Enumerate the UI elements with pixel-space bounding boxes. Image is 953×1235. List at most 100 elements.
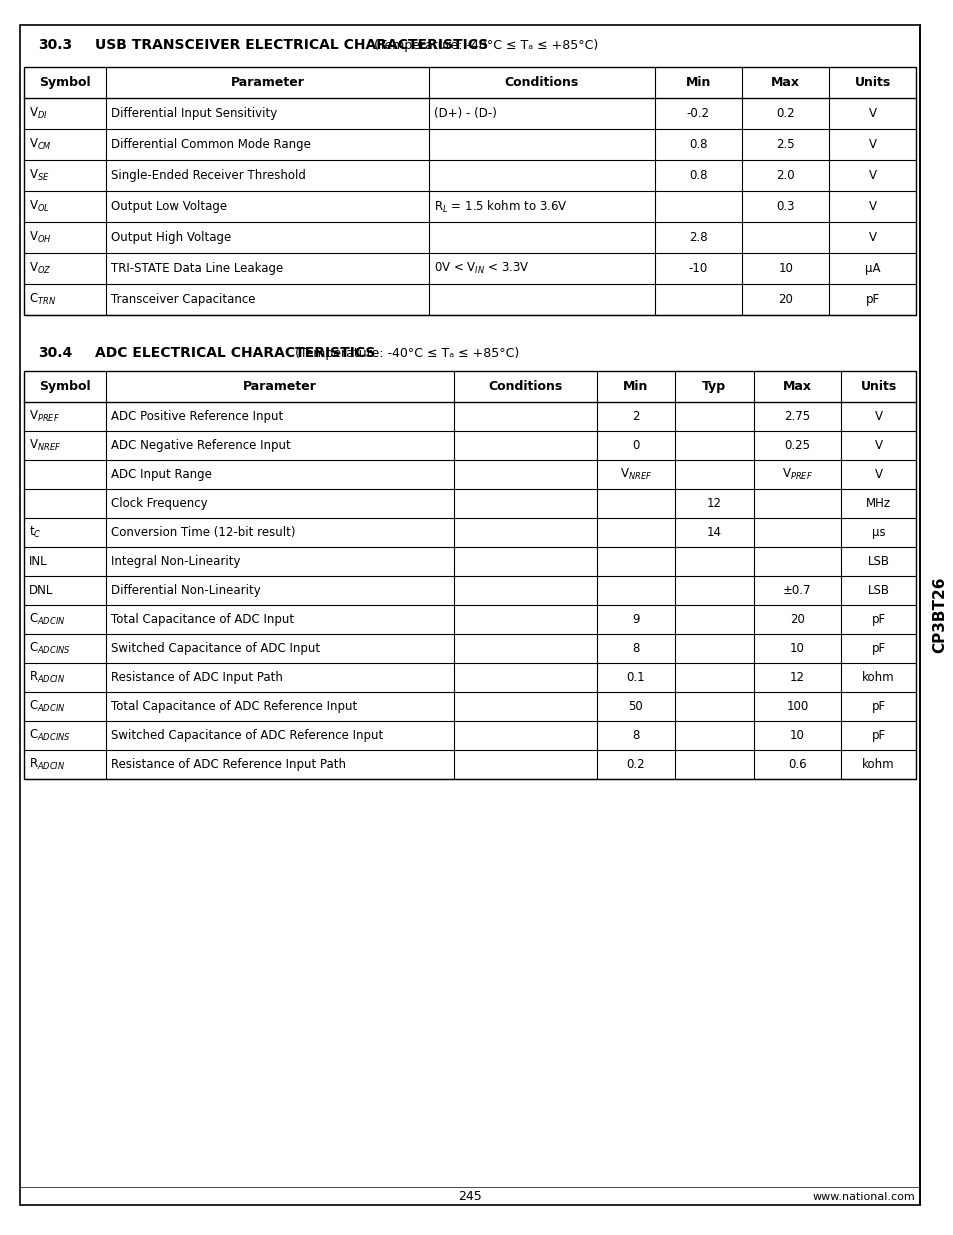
Text: Output Low Voltage: Output Low Voltage [111,200,227,212]
Text: 2.75: 2.75 [783,410,810,424]
Text: (D+) - (D-): (D+) - (D-) [434,107,497,120]
Text: 0.8: 0.8 [688,138,707,151]
Text: Units: Units [854,77,890,89]
Text: Conversion Time (12-bit result): Conversion Time (12-bit result) [111,526,295,538]
Text: V: V [868,200,876,212]
Text: 8: 8 [632,729,639,742]
Text: 30.4: 30.4 [38,346,72,359]
Text: kohm: kohm [862,671,894,684]
Text: V$_{PREF}$: V$_{PREF}$ [781,467,812,482]
Text: 0.1: 0.1 [626,671,644,684]
Text: Differential Common Mode Range: Differential Common Mode Range [111,138,311,151]
Text: Switched Capacitance of ADC Input: Switched Capacitance of ADC Input [111,642,320,655]
Text: V: V [868,169,876,182]
Text: www.national.com: www.national.com [811,1192,914,1202]
Text: ADC Positive Reference Input: ADC Positive Reference Input [111,410,283,424]
Text: ADC ELECTRICAL CHARACTERISTICS: ADC ELECTRICAL CHARACTERISTICS [95,346,375,359]
Text: V: V [868,107,876,120]
Text: Resistance of ADC Reference Input Path: Resistance of ADC Reference Input Path [111,758,346,771]
Text: 0.25: 0.25 [783,438,809,452]
Text: R$_L$ = 1.5 kohm to 3.6V: R$_L$ = 1.5 kohm to 3.6V [434,199,567,215]
Text: 0V < V$_{IN}$ < 3.3V: 0V < V$_{IN}$ < 3.3V [434,261,529,277]
Text: LSB: LSB [866,555,888,568]
Text: 100: 100 [785,700,807,713]
Text: INL: INL [29,555,48,568]
Text: 2.5: 2.5 [776,138,794,151]
Text: pF: pF [870,700,884,713]
Text: V: V [868,138,876,151]
Text: 10: 10 [789,642,804,655]
Text: pF: pF [870,613,884,626]
Text: pF: pF [870,642,884,655]
Text: MHz: MHz [865,496,890,510]
Text: Differential Non-Linearity: Differential Non-Linearity [111,584,260,597]
Text: 10: 10 [789,729,804,742]
Text: t$_C$: t$_C$ [29,525,41,540]
Text: V$_{CM}$: V$_{CM}$ [29,137,51,152]
Text: C$_{ADCINS}$: C$_{ADCINS}$ [29,641,71,656]
Text: C$_{ADCINS}$: C$_{ADCINS}$ [29,727,71,743]
Text: V$_{PREF}$: V$_{PREF}$ [29,409,60,424]
Text: Integral Non-Linearity: Integral Non-Linearity [111,555,240,568]
Text: R$_{ADCIN}$: R$_{ADCIN}$ [29,757,66,772]
Text: Symbol: Symbol [39,77,91,89]
Text: Conditions: Conditions [504,77,578,89]
Text: Min: Min [622,380,648,393]
Text: DNL: DNL [29,584,53,597]
Text: ±0.7: ±0.7 [782,584,811,597]
Text: -10: -10 [688,262,707,275]
Text: C$_{ADCIN}$: C$_{ADCIN}$ [29,613,66,627]
Text: 0.6: 0.6 [787,758,806,771]
Text: V$_{OH}$: V$_{OH}$ [29,230,51,245]
Text: LSB: LSB [866,584,888,597]
Text: ADC Negative Reference Input: ADC Negative Reference Input [111,438,291,452]
Text: Single-Ended Receiver Threshold: Single-Ended Receiver Threshold [111,169,306,182]
Text: Output High Voltage: Output High Voltage [111,231,231,245]
Text: 50: 50 [628,700,642,713]
Text: -0.2: -0.2 [686,107,709,120]
Text: Transceiver Capacitance: Transceiver Capacitance [111,293,255,306]
Text: 12: 12 [706,496,721,510]
Text: V$_{DI}$: V$_{DI}$ [29,106,48,121]
Text: Parameter: Parameter [231,77,304,89]
Text: kohm: kohm [862,758,894,771]
Text: Total Capacitance of ADC Input: Total Capacitance of ADC Input [111,613,294,626]
Text: V$_{OL}$: V$_{OL}$ [29,199,50,214]
Text: ADC Input Range: ADC Input Range [111,468,212,480]
Text: C$_{TRN}$: C$_{TRN}$ [29,291,56,308]
Text: Total Capacitance of ADC Reference Input: Total Capacitance of ADC Reference Input [111,700,357,713]
Text: (Temperature: -40°C ≤ Tₐ ≤ +85°C): (Temperature: -40°C ≤ Tₐ ≤ +85°C) [292,347,519,359]
Text: μA: μA [864,262,880,275]
Text: Resistance of ADC Input Path: Resistance of ADC Input Path [111,671,283,684]
Bar [24,370,915,779]
Text: Typ: Typ [701,380,725,393]
Text: V: V [868,231,876,245]
Text: Symbol: Symbol [39,380,91,393]
Text: V$_{NREF}$: V$_{NREF}$ [619,467,651,482]
Text: 0: 0 [632,438,639,452]
Text: V$_{SE}$: V$_{SE}$ [29,168,50,183]
Text: C$_{ADCIN}$: C$_{ADCIN}$ [29,699,66,714]
Text: Units: Units [860,380,896,393]
Text: 0.2: 0.2 [776,107,794,120]
Text: 2: 2 [632,410,639,424]
Text: USB TRANSCEIVER ELECTRICAL CHARACTERISTICS: USB TRANSCEIVER ELECTRICAL CHARACTERISTI… [95,38,488,52]
Text: R$_{ADCIN}$: R$_{ADCIN}$ [29,669,66,685]
Bar [24,67,915,315]
Text: 245: 245 [457,1191,481,1203]
Text: Parameter: Parameter [243,380,316,393]
Text: 14: 14 [706,526,721,538]
Text: μs: μs [871,526,884,538]
Text: Max: Max [782,380,811,393]
Text: 2.0: 2.0 [776,169,794,182]
Text: Differential Input Sensitivity: Differential Input Sensitivity [111,107,277,120]
Text: 10: 10 [778,262,792,275]
Text: 0.3: 0.3 [776,200,794,212]
Text: Switched Capacitance of ADC Reference Input: Switched Capacitance of ADC Reference In… [111,729,383,742]
Text: 2.8: 2.8 [688,231,707,245]
Text: Conditions: Conditions [488,380,562,393]
Text: pF: pF [870,729,884,742]
Text: pF: pF [864,293,879,306]
Text: 9: 9 [632,613,639,626]
Text: 0.8: 0.8 [688,169,707,182]
